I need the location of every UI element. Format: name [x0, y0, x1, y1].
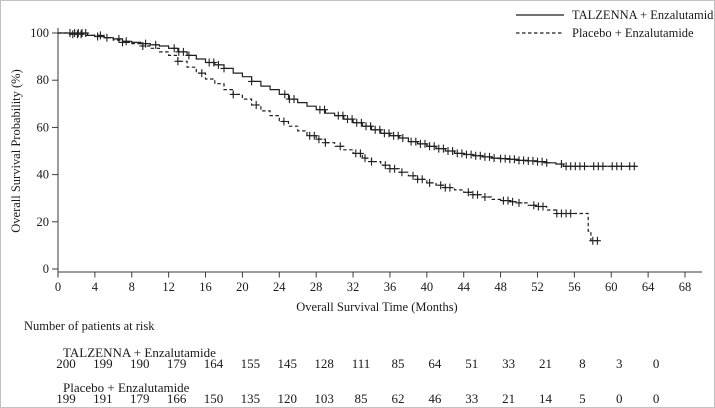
legend-item-talzenna: TALZENNA + Enzalutamide [515, 6, 715, 24]
x-tick-label: 44 [457, 280, 470, 294]
talzenna-curve [58, 32, 638, 167]
legend: TALZENNA + Enzalutamide Placebo + Enzalu… [515, 6, 715, 42]
legend-item-placebo: Placebo + Enzalutamide [515, 24, 713, 42]
x-tick-label: 4 [92, 280, 99, 294]
y-tick-label: 80 [37, 73, 50, 87]
x-tick-label: 52 [531, 280, 544, 294]
at-risk-count: 85 [391, 356, 405, 371]
tick-marks [52, 32, 686, 278]
at-risk-count: 103 [314, 391, 334, 406]
at-risk-count: 46 [428, 391, 442, 406]
at-risk-heading: Number of patients at risk [24, 319, 155, 333]
at-risk-count: 14 [538, 391, 552, 406]
at-risk-count: 85 [354, 391, 368, 406]
x-tick-label: 0 [55, 280, 61, 294]
at-risk-count: 0 [652, 356, 660, 371]
at-risk-count: 128 [314, 356, 334, 371]
x-tick-label: 32 [347, 280, 360, 294]
at-risk-count: 21 [502, 391, 516, 406]
x-tick-label: 16 [199, 280, 212, 294]
solid-line-swatch [516, 14, 564, 16]
at-risk-count: 179 [130, 391, 150, 406]
at-risk-count: 150 [203, 391, 224, 406]
x-tick-label: 24 [273, 280, 286, 294]
at-risk-count: 145 [277, 356, 298, 371]
legend-label-talzenna: TALZENNA + Enzalutamide [572, 7, 715, 22]
at-risk-count: 8 [579, 356, 586, 371]
at-risk-count: 0 [615, 391, 623, 406]
x-tick-label: 12 [162, 280, 175, 294]
at-risk-count: 179 [166, 356, 187, 371]
y-tick-label: 0 [43, 262, 49, 276]
at-risk-count: 155 [240, 356, 261, 371]
x-tick-label: 20 [236, 280, 249, 294]
at-risk-row-label-talzenna: TALZENNA + Enzalutamide [63, 345, 216, 360]
x-tick-label: 60 [605, 280, 618, 294]
at-risk-count: 199 [93, 356, 113, 371]
at-risk-count: 51 [465, 356, 479, 371]
x-tick-label: 8 [129, 280, 135, 294]
at-risk-count: 33 [502, 356, 516, 371]
at-risk-count: 120 [277, 391, 298, 406]
at-risk-count: 166 [166, 391, 187, 406]
at-risk-count: 21 [538, 356, 552, 371]
censor-marks-placebo [69, 30, 601, 245]
at-risk-count: 191 [93, 391, 113, 406]
axes [57, 28, 702, 273]
at-risk-count: 164 [203, 356, 224, 371]
x-axis-title: Overall Survival Time (Months) [296, 300, 458, 314]
y-tick-label: 60 [37, 120, 50, 134]
at-risk-count: 190 [130, 356, 150, 371]
dashed-line-swatch [516, 32, 564, 34]
x-tick-label: 36 [384, 280, 397, 294]
at-risk-count: 5 [579, 391, 586, 406]
y-tick-label: 40 [37, 168, 50, 182]
at-risk-row-label-placebo: Placebo + Enzalutamide [63, 380, 190, 395]
x-tick-label: 28 [310, 280, 323, 294]
censor-marks-talzenna [66, 29, 638, 171]
legend-label-placebo: Placebo + Enzalutamide [572, 25, 694, 40]
at-risk-count: 199 [56, 391, 76, 406]
at-risk-count: 64 [428, 356, 442, 371]
x-tick-label: 56 [568, 280, 581, 294]
at-risk-count: 0 [652, 391, 660, 406]
y-tick-label: 100 [30, 26, 49, 40]
x-tick-label: 68 [679, 280, 692, 294]
at-risk-count: 33 [465, 391, 479, 406]
y-tick-label: 20 [37, 215, 50, 229]
placebo-curve [58, 32, 601, 242]
x-tick-label: 40 [421, 280, 434, 294]
x-tick-label: 48 [494, 280, 507, 294]
at-risk-count: 3 [615, 356, 623, 371]
at-risk-count: 135 [240, 391, 261, 406]
y-axis-title: Overall Survival Probability (%) [9, 69, 23, 233]
at-risk-count: 62 [391, 391, 405, 406]
at-risk-count: 200 [56, 356, 76, 371]
at-risk-count: 111 [351, 356, 371, 371]
x-tick-label: 64 [642, 280, 655, 294]
